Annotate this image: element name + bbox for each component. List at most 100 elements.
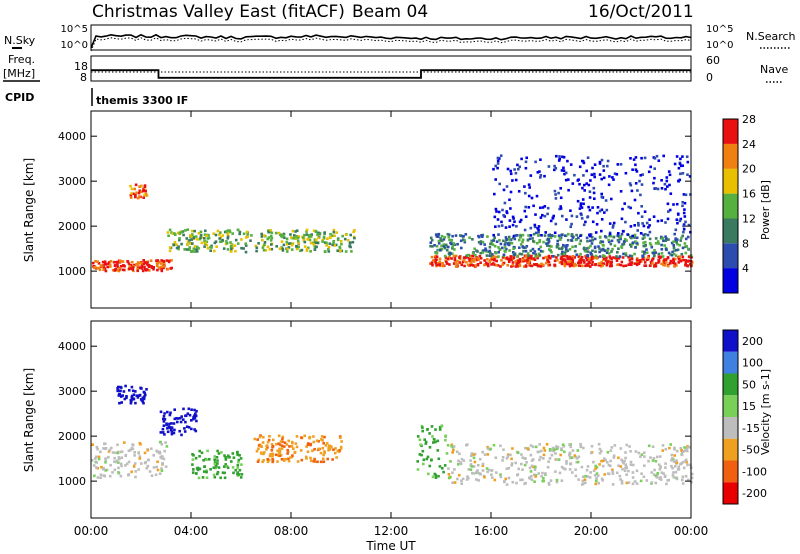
velocity-cells-cell [466, 475, 469, 478]
power-cells-cell [244, 242, 247, 245]
velocity-cells-cell [183, 427, 186, 430]
power-cells-cell [518, 220, 522, 224]
power-cells-cell [663, 258, 666, 261]
velocity-cells-cell [278, 451, 282, 454]
nsearch-tick-bottom: 10^0 [706, 40, 733, 51]
velocity-cells-cell [287, 439, 290, 443]
velocity-cells-cell [431, 435, 434, 438]
velocity-cells-cell [103, 442, 106, 446]
velocity-cells-cell [588, 476, 592, 479]
power-cells-cell [222, 247, 226, 250]
power-cells-cell [529, 256, 533, 259]
power-cells-cell [551, 216, 555, 220]
power-cells-cell [638, 179, 641, 183]
power-cells-cell [629, 206, 632, 210]
velocity-cells-cell [424, 442, 428, 445]
power-cells-cell [598, 262, 602, 265]
power-cells-cell [269, 234, 273, 238]
power-cells-cell [453, 256, 457, 259]
power-cells-cell [94, 260, 97, 263]
power-cells-cell [447, 245, 450, 249]
power-cells-cell [521, 258, 525, 261]
power-cells-cell [484, 248, 488, 252]
velocity-cells-cell [124, 453, 128, 457]
velocity-cells-cell [664, 448, 668, 451]
power-cells-cell [513, 237, 517, 241]
power-cells-cell [193, 229, 196, 233]
velocity-cells-cell [629, 450, 632, 453]
power-cells-cell [527, 206, 531, 209]
power-cells-cell [352, 230, 355, 234]
power-cells-cell [583, 183, 586, 187]
power-cells-cell [536, 171, 540, 174]
velocity-cells-cell [447, 476, 451, 480]
power-cells-cell [662, 239, 665, 243]
velocity-cells-cell [590, 444, 594, 448]
power-cells-cell [196, 238, 199, 241]
velocity-cells-cell [133, 451, 136, 454]
power-cells-cell [173, 232, 176, 235]
velocity-cells-cell [606, 451, 610, 454]
velocity-cells-cell [680, 453, 684, 457]
power-cells-cell [216, 229, 220, 233]
power-cells-cell [453, 258, 457, 262]
velocity-cells-cell [534, 475, 537, 478]
power-cells-cell [575, 253, 578, 257]
power-cells-cell [186, 228, 190, 231]
velocity-cells-cell [205, 470, 208, 474]
power-cells-cell [569, 225, 572, 229]
power-cells-cell [454, 254, 458, 258]
power-cells-cell [677, 261, 680, 264]
power-cells-cell [559, 207, 563, 210]
power-cells-cell [561, 258, 565, 261]
power-cells-cell [668, 183, 671, 187]
velocity-cells-cell [499, 444, 502, 448]
velocity-cells-cell [460, 482, 463, 485]
power-cells-cell [204, 241, 207, 245]
power-cells-cell [523, 259, 526, 262]
power-cells-cell [494, 225, 497, 228]
power-cells-cell [559, 187, 562, 190]
power-cells-cell [325, 241, 328, 245]
power-cells-cell [325, 244, 328, 247]
power-cells-cell [186, 243, 189, 246]
velocity-cells-cell [574, 474, 578, 478]
power-cells-cell [471, 238, 474, 241]
velocity-cells-cell [624, 463, 628, 466]
power-cells-cell [135, 191, 138, 195]
power-cells-cell [597, 263, 601, 267]
power-cells-cell [589, 265, 592, 268]
power-cells-cell [581, 264, 584, 268]
power-cells-cell [582, 259, 585, 262]
power-cells-cell [282, 234, 285, 237]
power-cells-cell [589, 251, 592, 255]
power-cells-cell [221, 238, 224, 242]
power-cells-cell [673, 264, 676, 268]
power-cells-cell [597, 245, 600, 248]
velocity-cells-cell [516, 451, 520, 454]
power-cells-cell [129, 267, 133, 270]
velocity-cells-cell [257, 444, 261, 447]
power-cells-cell [601, 248, 604, 251]
power-cells-cell [116, 265, 120, 269]
power-cells-cell [456, 262, 459, 266]
power-cells-cell [489, 254, 493, 258]
velocity-cells-cell [672, 460, 676, 463]
power-cells-cell [652, 251, 655, 255]
velocity-cells-cell [213, 475, 217, 479]
power-cells-cell [132, 192, 135, 196]
power-cells-cell [559, 205, 562, 208]
power-cells-cell [434, 254, 437, 258]
power-cells-cell [532, 232, 536, 236]
velocity-cells-cell [465, 478, 469, 481]
colorbar-swatch [723, 373, 738, 396]
power-cells-cell [156, 262, 159, 265]
velocity-cells-cell [152, 454, 155, 457]
velocity-cells-cell [160, 469, 164, 472]
power-cells-cell [138, 189, 142, 193]
power-cells-cell [656, 240, 660, 243]
power-cells-cell [511, 236, 515, 240]
velocity-cells-cell [485, 467, 489, 470]
power-cells-cell [346, 239, 350, 242]
